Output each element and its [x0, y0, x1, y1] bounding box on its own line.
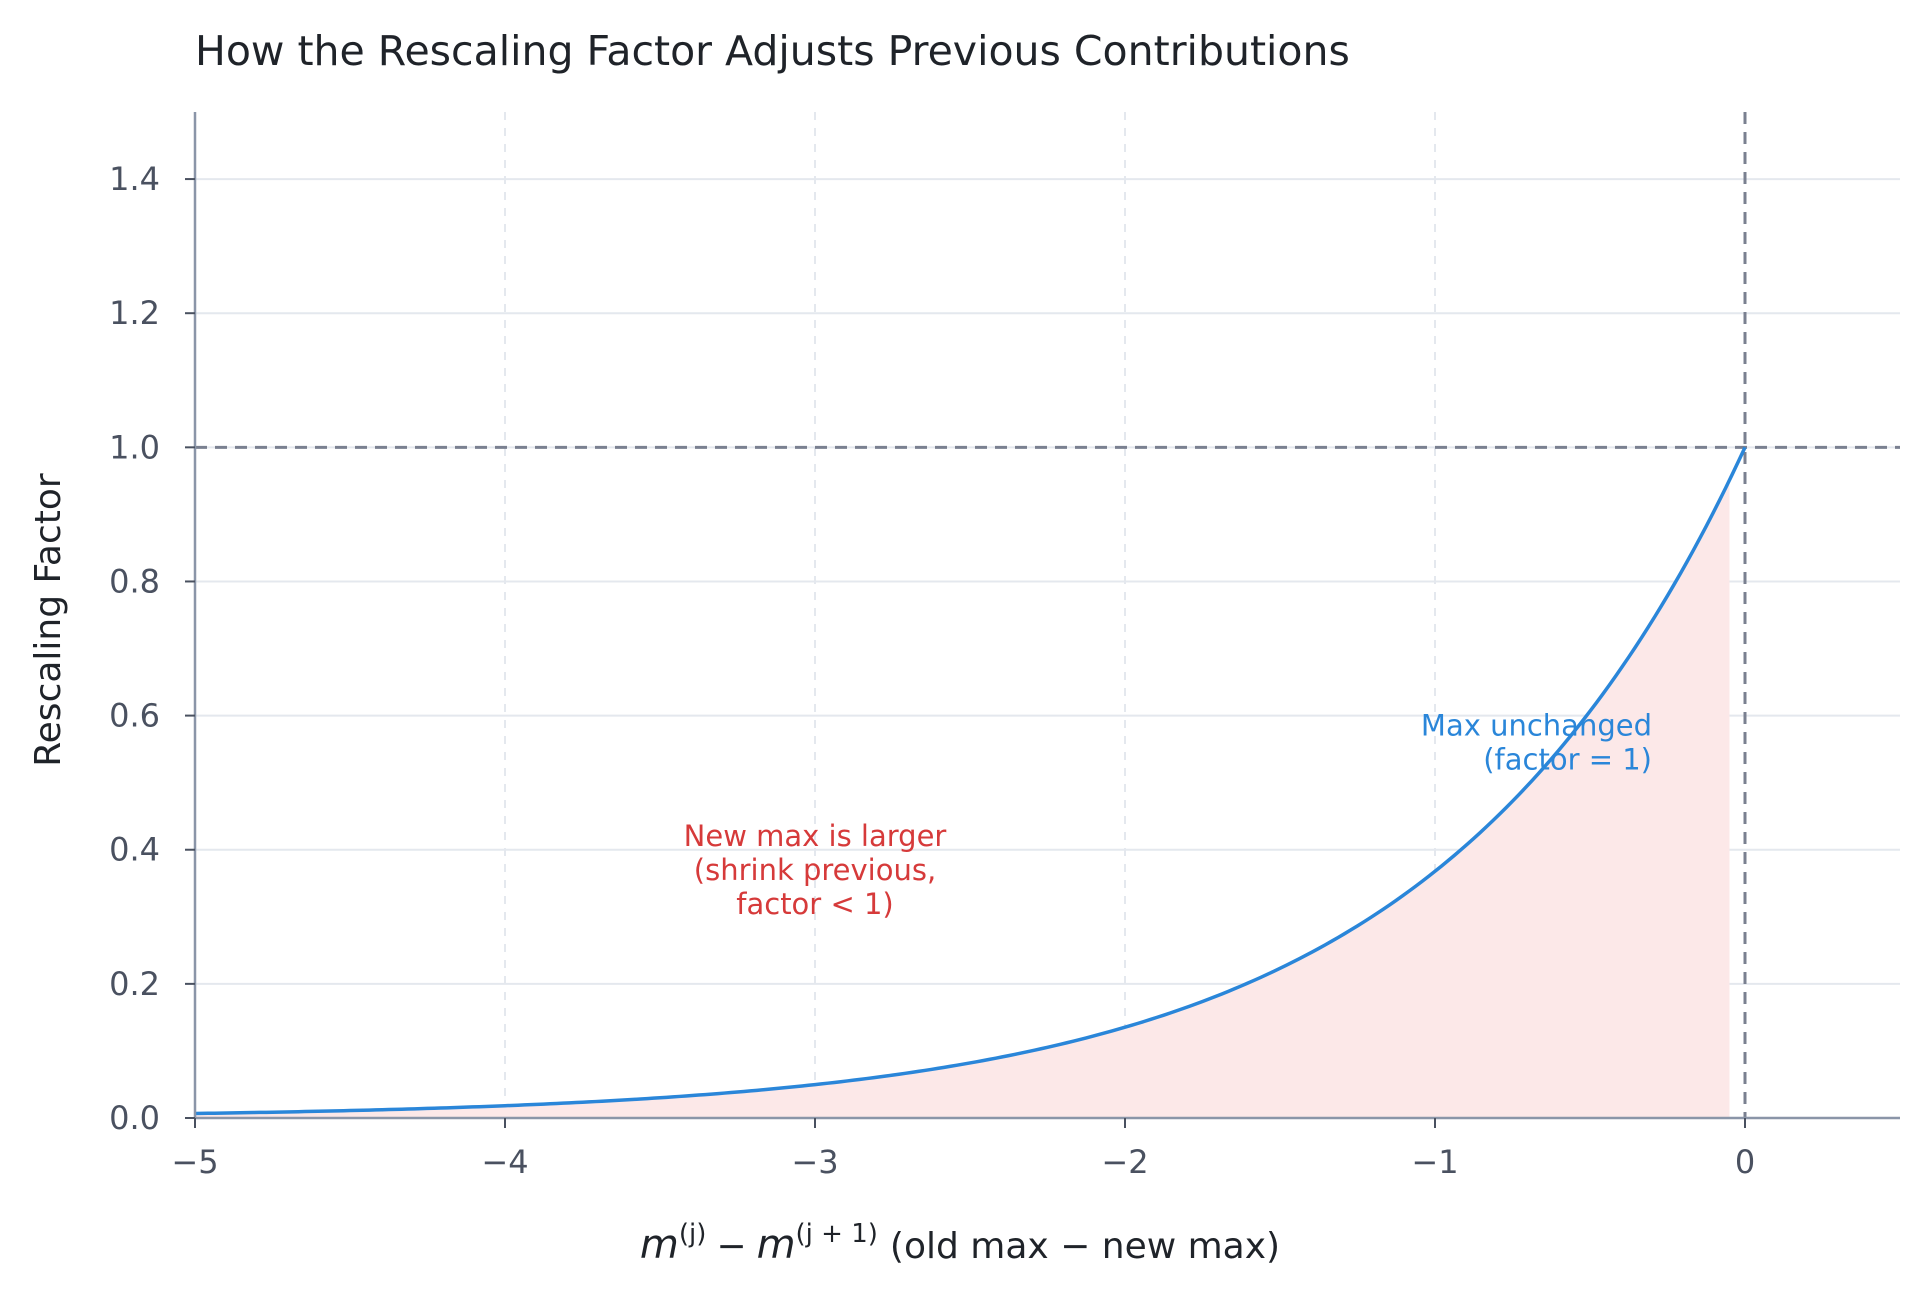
x-axis-label: m(j) − m(j + 1) (old max − new max) [640, 1219, 1280, 1268]
y-tick-label: 0.6 [109, 697, 160, 735]
x-label-m1: m [640, 1222, 679, 1268]
chart-title: How the Rescaling Factor Adjusts Previou… [195, 27, 1350, 75]
y-tick-label: 0.8 [109, 562, 160, 600]
y-tick-label: 0.2 [109, 965, 160, 1003]
x-label-sup2: (j + 1) [796, 1219, 878, 1249]
annotation-line: Max unchanged [1421, 708, 1652, 742]
series-curve [194, 446, 1747, 1116]
x-tick-label: −2 [1101, 1143, 1148, 1181]
ticks: 0.0 0.2 0.4 0.6 0.8 1.0 1.2 1.4 −5 −4 −3 −2 −1 0 [109, 160, 1755, 1181]
axes [193, 112, 1900, 1120]
x-tick-label: −5 [171, 1143, 218, 1181]
y-axis-label: Rescaling Factor [28, 473, 69, 767]
x-tick-label: −4 [481, 1143, 528, 1181]
x-label-text: (old max − new max) [890, 1226, 1280, 1267]
y-tick-label: 0.4 [109, 831, 160, 869]
annotation-line: (shrink previous, [694, 853, 936, 887]
y-tick-label: 0.0 [109, 1099, 160, 1137]
y-tick-label: 1.4 [109, 160, 160, 198]
shaded-region-group [195, 480, 1730, 1118]
grid [195, 112, 1900, 1118]
x-label-sup1: (j) [679, 1219, 707, 1249]
annotation-line: factor < 1) [736, 887, 893, 921]
y-tick-label: 1.0 [109, 428, 160, 466]
reference-lines [195, 112, 1900, 1118]
curve-group [194, 446, 1747, 1116]
x-label-m2: m [757, 1222, 796, 1268]
annotation-line: (factor = 1) [1483, 742, 1652, 776]
x-label-minus: − [716, 1226, 746, 1267]
annotation-line: New max is larger [684, 819, 947, 853]
y-tick-label: 1.2 [109, 294, 160, 332]
x-tick-label: 0 [1735, 1143, 1755, 1181]
shaded-region [195, 480, 1730, 1118]
x-tick-label: −1 [1411, 1143, 1458, 1181]
annotations: New max is larger(shrink previous,factor… [684, 708, 1652, 920]
x-tick-label: −3 [791, 1143, 838, 1181]
